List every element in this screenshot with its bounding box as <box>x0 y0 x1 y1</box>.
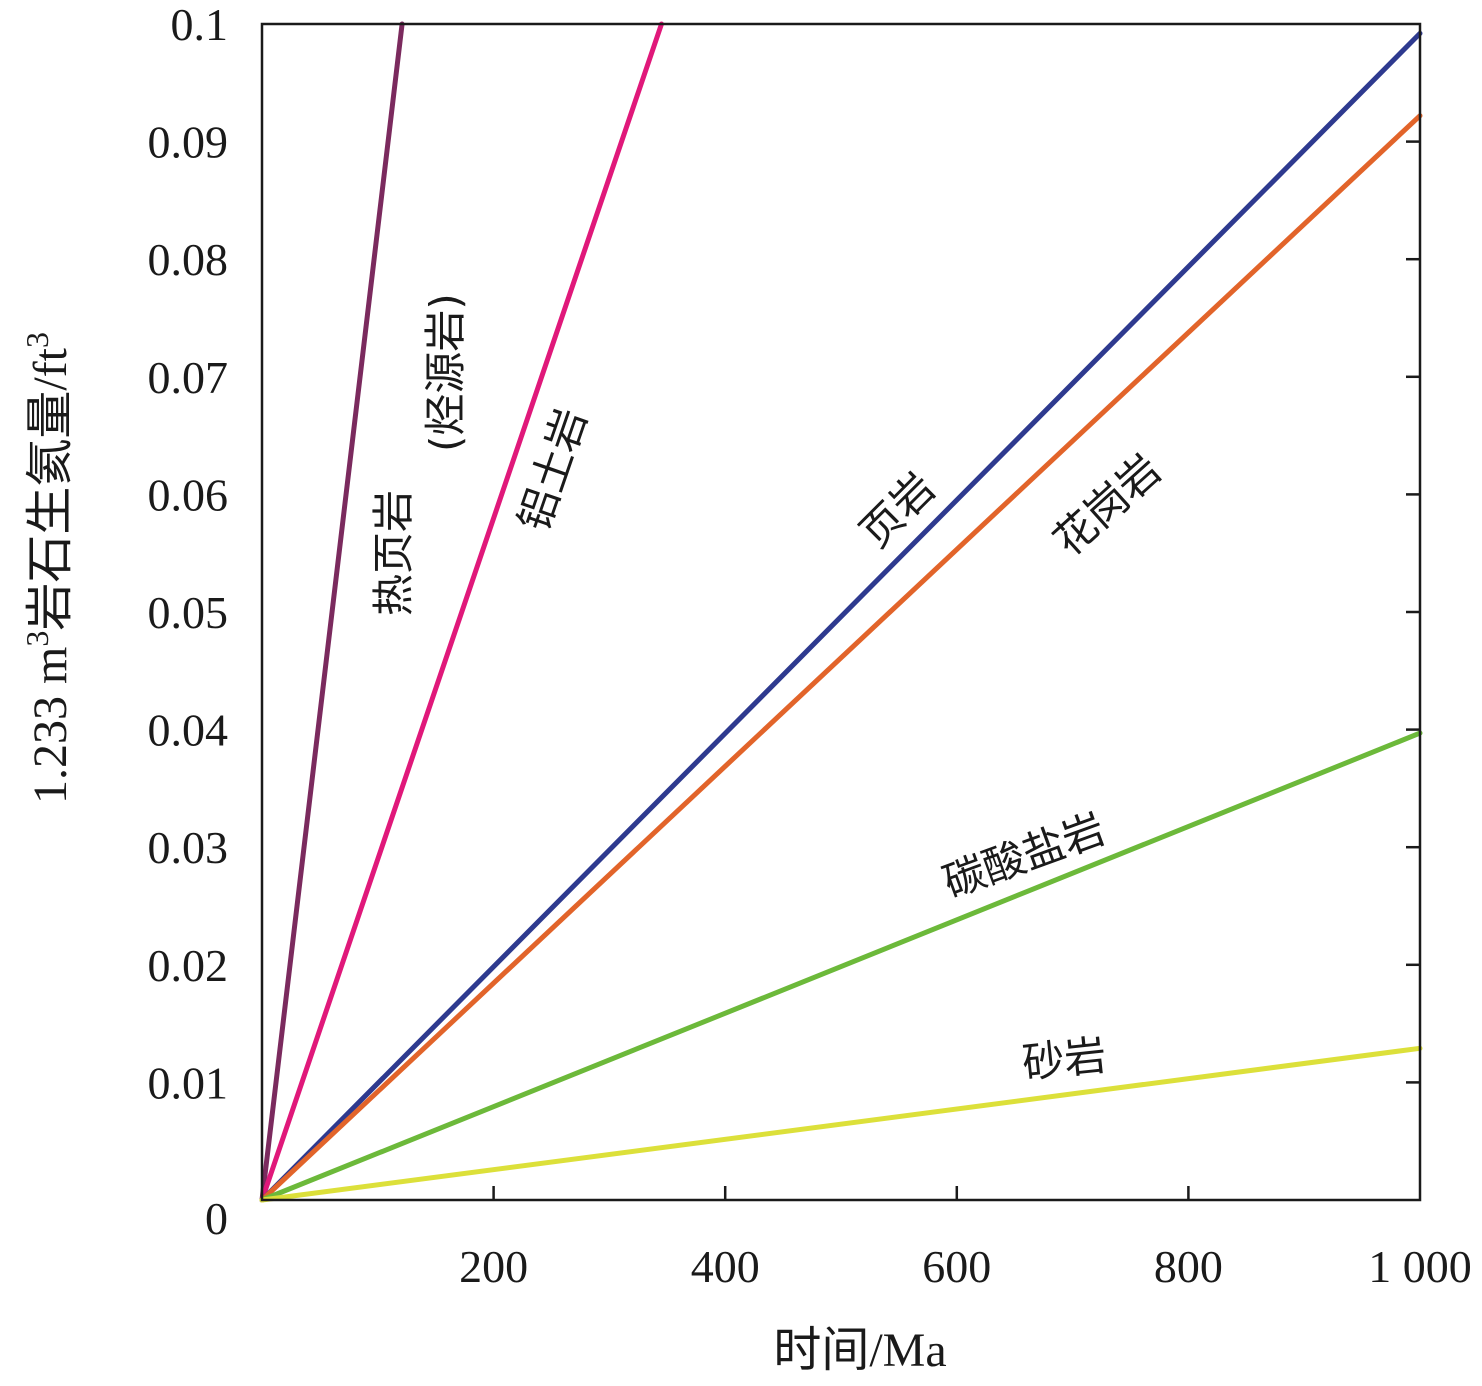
series-line-3 <box>259 113 1423 1203</box>
y-tick-label: 0.06 <box>148 469 229 520</box>
series-label-granite: 花岗岩 <box>1044 445 1170 566</box>
y-ticks <box>1406 140 1420 1084</box>
y-tick-labels: 0 0.01 0.02 0.03 0.04 0.05 0.06 0.07 0.08 0.09 0.1 <box>148 0 229 1244</box>
y-tick-label: 0.04 <box>148 705 229 756</box>
series-lines <box>259 21 1423 1203</box>
series-line-0 <box>259 21 405 1203</box>
series-line-2 <box>259 30 1423 1203</box>
x-ticks <box>492 1186 1190 1200</box>
series-label-bauxite: 铝土岩 <box>509 402 596 537</box>
x-axis-title: 时间/Ma <box>773 1324 946 1377</box>
series-line-4 <box>259 730 1423 1203</box>
y-tick-label: 0.01 <box>148 1057 229 1108</box>
x-tick-labels: 200 400 600 800 1 000 <box>459 1241 1472 1292</box>
y-tick-label: 0.1 <box>171 0 229 50</box>
y-axis-title-middle: 岩石生氦量/ft <box>24 347 77 630</box>
x-tick-label: 800 <box>1154 1241 1223 1292</box>
y-tick-label: 0.08 <box>148 234 229 285</box>
y-tick-label: 0.07 <box>148 352 229 403</box>
y-tick-label: 0.03 <box>148 822 229 873</box>
x-tick-label: 200 <box>459 1241 528 1292</box>
y-axis-title-sup1: 3 <box>19 631 55 647</box>
y-tick-label: 0.05 <box>148 587 229 638</box>
y-tick-label: 0.02 <box>148 940 229 991</box>
y-tick-label: 0.09 <box>148 117 229 168</box>
series-label-hot-shale-source-rock: (烃源岩) <box>421 293 470 452</box>
series-label-shale: 页岩 <box>850 463 944 557</box>
y-axis-title-sup2: 3 <box>19 332 55 348</box>
series-line-1 <box>259 21 664 1203</box>
x-tick-label: 1 000 <box>1368 1241 1472 1292</box>
y-axis-title: 1.233 m3岩石生氦量/ft3 <box>19 332 77 804</box>
y-axis-title-prefix: 1.233 m <box>24 647 77 804</box>
x-tick-label: 600 <box>922 1241 991 1292</box>
plot-frame <box>260 22 1422 1202</box>
y-tick-label: 0 <box>205 1193 228 1244</box>
series-line-5 <box>259 1045 1423 1203</box>
series-label-sandstone: 砂岩 <box>1020 1030 1109 1088</box>
x-tick-label: 400 <box>691 1241 760 1292</box>
series-label-hot-shale: 热页岩 <box>369 490 418 616</box>
